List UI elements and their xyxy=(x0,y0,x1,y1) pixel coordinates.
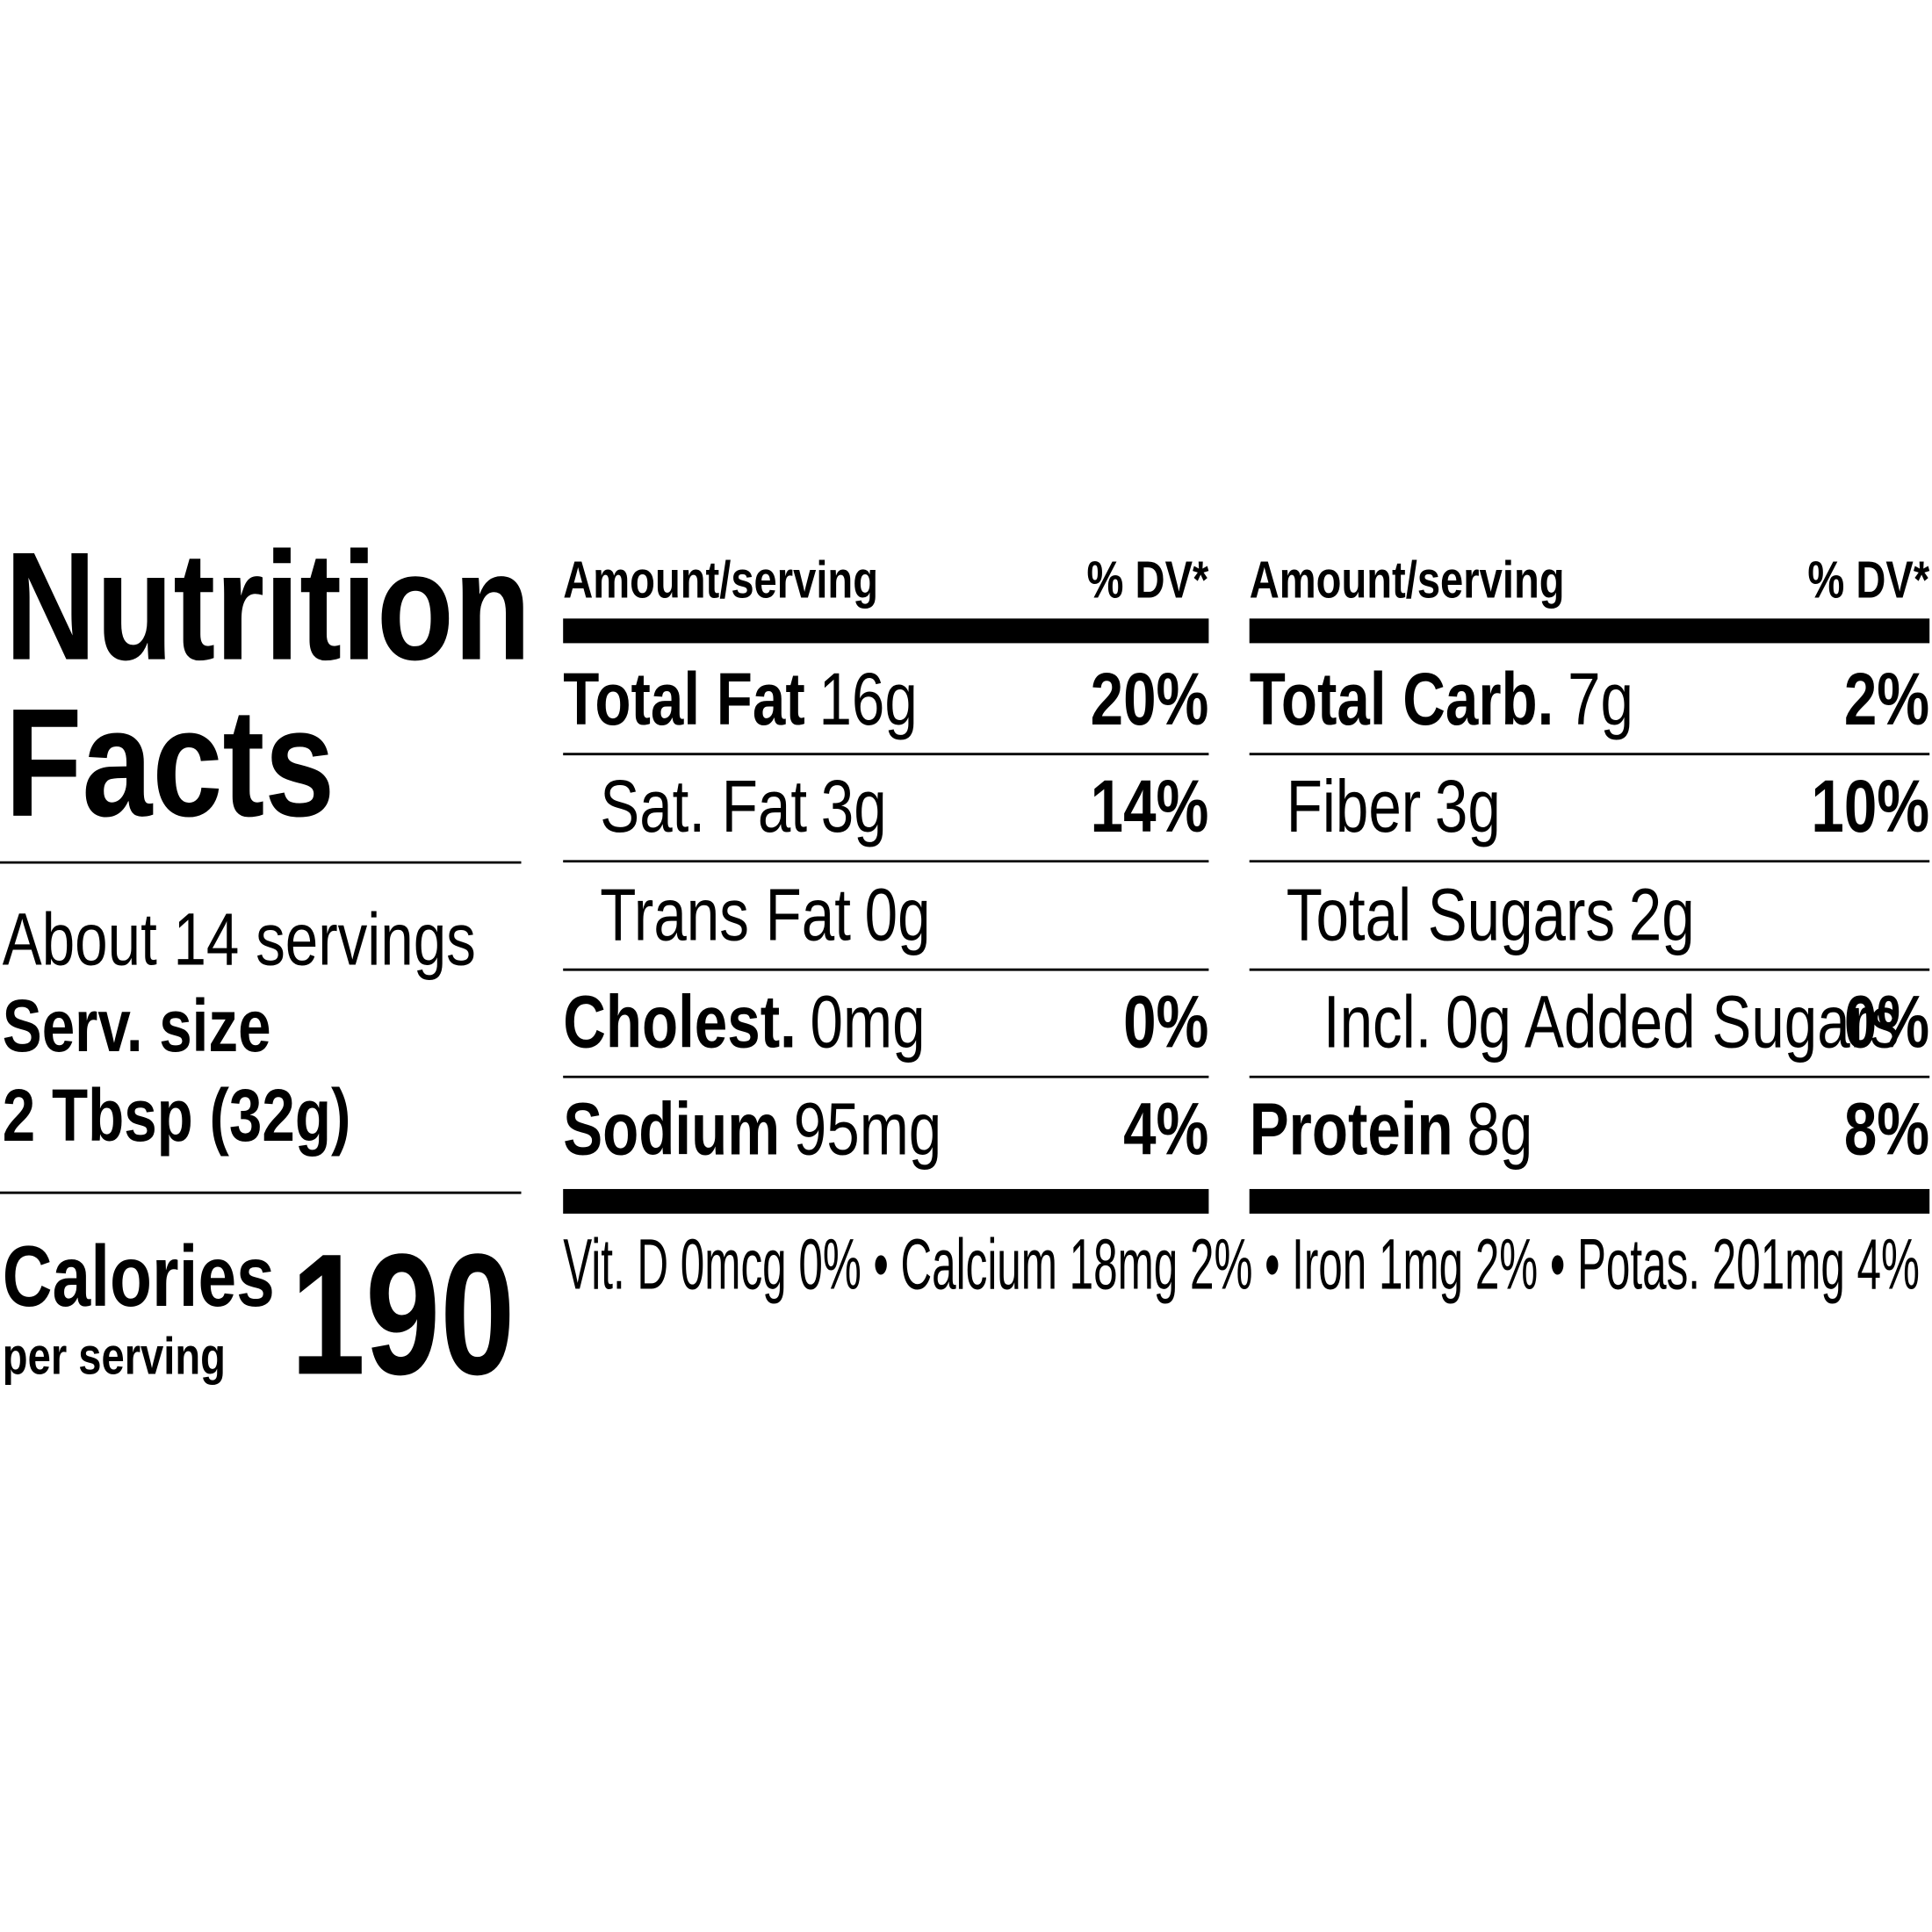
nutrient-row: Protein 8g xyxy=(1250,1089,1533,1171)
nutrient-name: Protein xyxy=(1250,1089,1453,1171)
column-header: Amount/serving xyxy=(563,552,878,609)
nutrient-amount: 3g xyxy=(1435,766,1501,848)
nutrient-row: Cholest. 0mg xyxy=(563,982,925,1064)
calories-value: 190 xyxy=(291,1219,515,1411)
nutrient-row: Sat. Fat 3g xyxy=(600,766,886,848)
nutrient-amount: 3g xyxy=(821,766,887,848)
serving-size: 2 Tbsp (32g) xyxy=(3,1075,351,1157)
nutrient-amount: 0mg xyxy=(811,982,926,1064)
nutrient-name: Sat. Fat xyxy=(600,766,807,848)
thick-bar xyxy=(1249,1188,1930,1215)
thick-bar xyxy=(563,1188,1209,1215)
nutrient-name: Trans Fat xyxy=(600,874,851,956)
nutrient-name: Total Carb. xyxy=(1250,659,1554,741)
nutrient-amount: 7g xyxy=(1568,659,1633,741)
nutrient-row: Total Carb. 7g xyxy=(1250,659,1633,741)
nutrient-row: Trans Fat 0g xyxy=(600,874,930,956)
daily-value: 8% xyxy=(1844,1089,1929,1171)
daily-value: 10% xyxy=(1811,766,1929,848)
daily-value: 0% xyxy=(1844,982,1929,1064)
daily-value: 0% xyxy=(1123,982,1208,1064)
column-header: % DV* xyxy=(1087,552,1209,609)
nutrient-name: Sodium xyxy=(563,1089,780,1171)
nutrient-row: Sodium 95mg xyxy=(563,1089,941,1171)
title: Nutrition xyxy=(5,520,531,692)
micronutrients: Vit. D 0mcg 0% • Calcium 18mg 2% • Iron … xyxy=(563,1225,1920,1305)
nutrient-name: Incl. xyxy=(1323,982,1432,1064)
nutrient-row: Fiber 3g xyxy=(1287,766,1501,848)
column-header: % DV* xyxy=(1807,552,1929,609)
daily-value: 20% xyxy=(1091,659,1209,741)
nutrient-name: Fiber xyxy=(1287,766,1421,848)
thick-bar xyxy=(1249,618,1930,644)
nutrient-amount: 95mg xyxy=(794,1089,941,1171)
servings: About 14 servings xyxy=(3,899,476,982)
daily-value: 14% xyxy=(1091,766,1209,848)
calories-label: Calories xyxy=(3,1228,275,1324)
nutrient-amount: 0g xyxy=(865,874,931,956)
nutrient-amount: 2g xyxy=(1629,874,1695,956)
daily-value: 2% xyxy=(1844,659,1929,741)
nutrient-amount: 16g xyxy=(818,659,917,741)
title: Facts xyxy=(5,676,335,848)
nutrient-row: Incl. 0g Added Sugars xyxy=(1323,982,1900,1064)
serving-size-label: Serv. size xyxy=(3,985,271,1068)
column-header: Amount/serving xyxy=(1250,552,1565,609)
calories-sublabel: per serving xyxy=(3,1329,226,1386)
nutrient-name: Cholest. xyxy=(563,982,797,1064)
nutrient-amount: 0g Added Sugars xyxy=(1445,982,1900,1064)
nutrient-name: Total Sugars xyxy=(1287,874,1615,956)
nutrient-row: Total Sugars 2g xyxy=(1287,874,1695,956)
nutrient-row: Total Fat 16g xyxy=(563,659,918,741)
thick-bar xyxy=(563,618,1209,644)
daily-value: 4% xyxy=(1123,1089,1208,1171)
nutrient-amount: 8g xyxy=(1467,1089,1532,1171)
nutrient-name: Total Fat xyxy=(563,659,805,741)
